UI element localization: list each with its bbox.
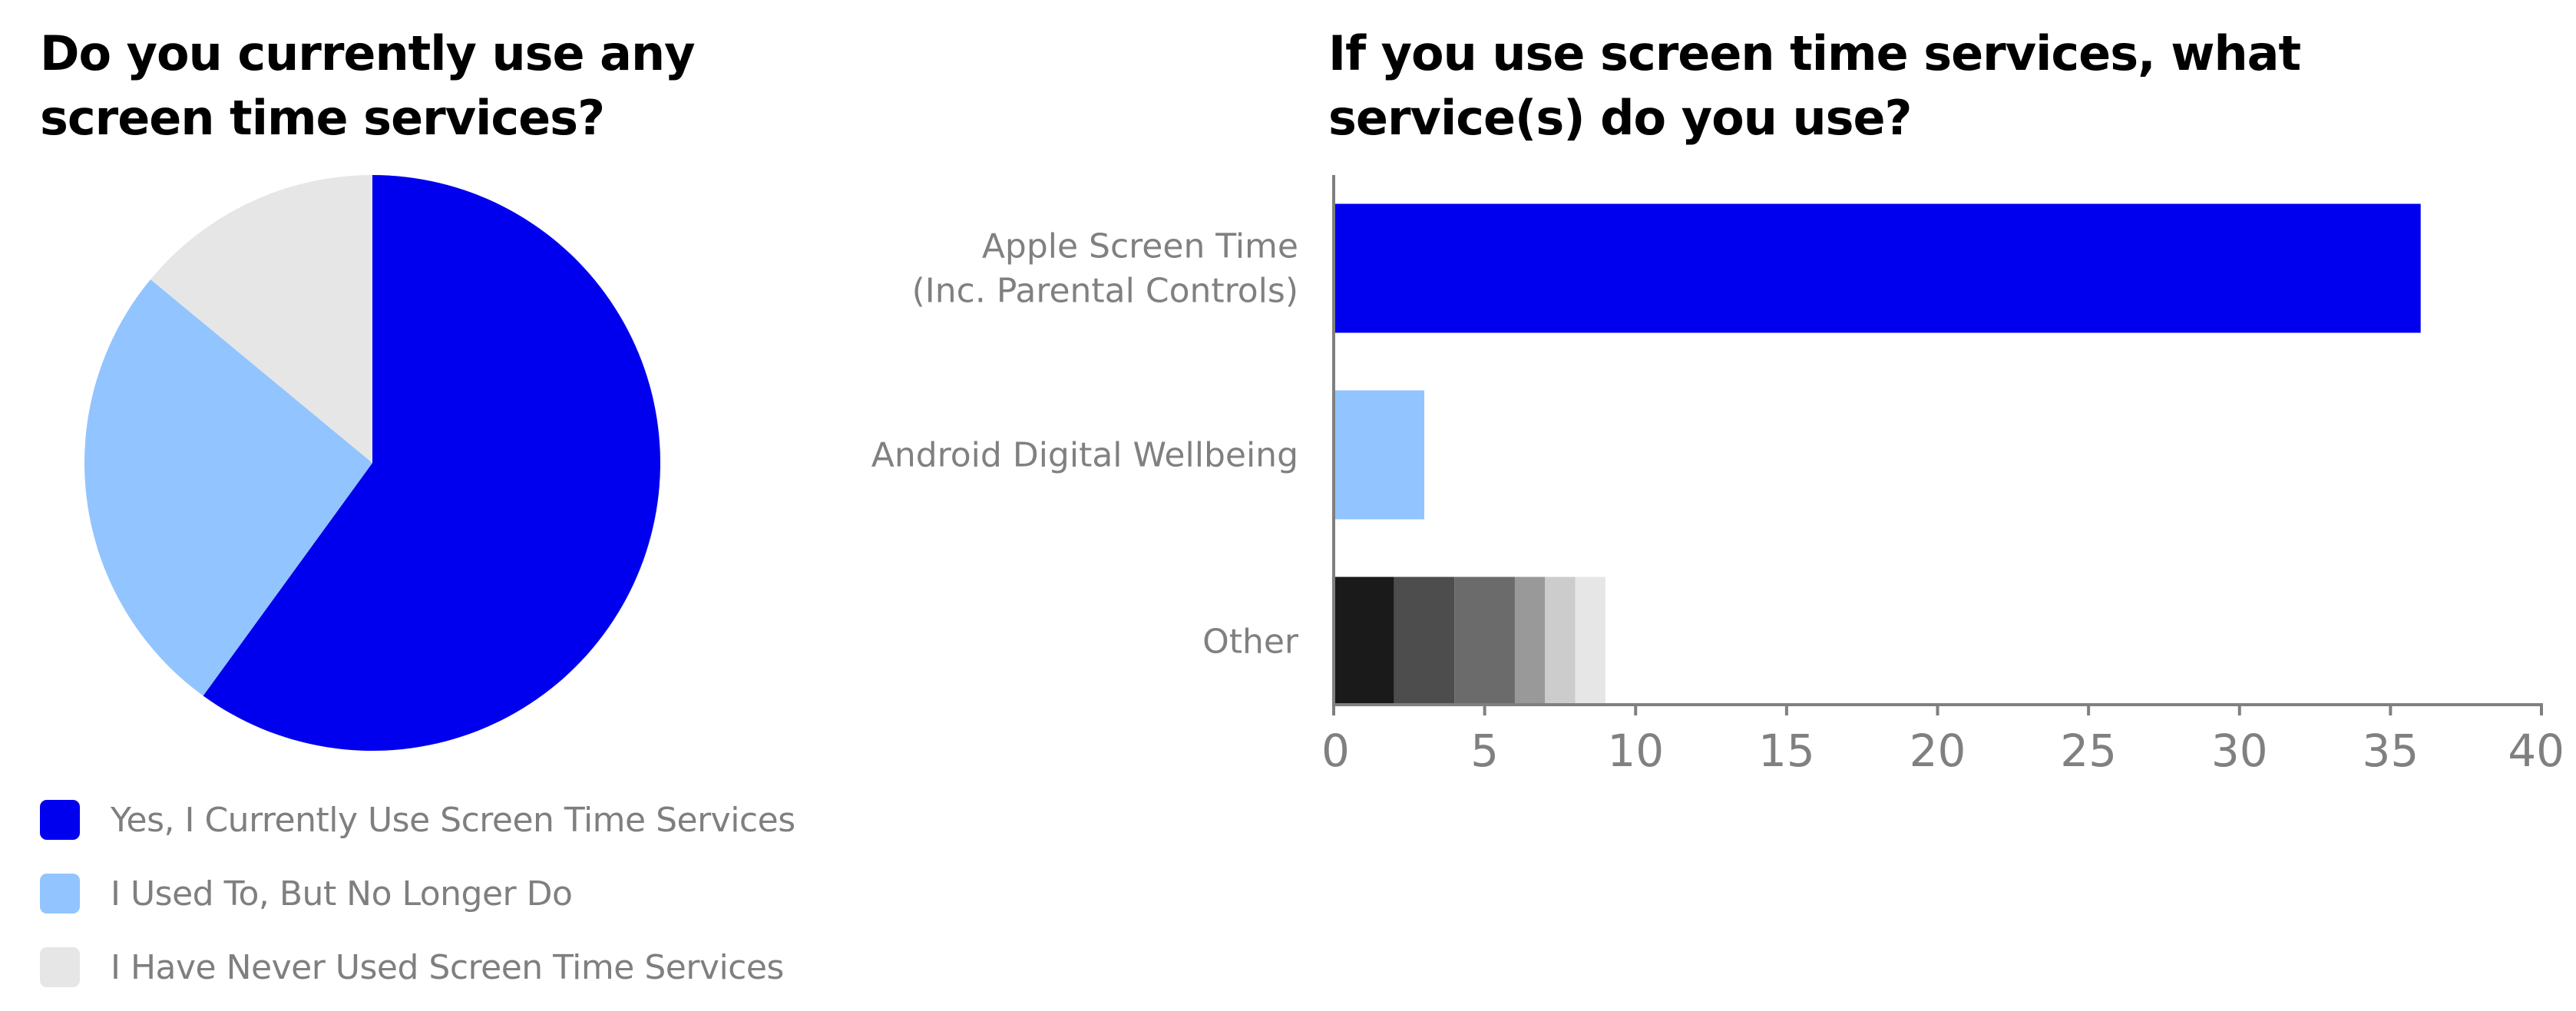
pie-chart (84, 175, 660, 752)
pie-chart-title: Do you currently use any screen time ser… (40, 25, 696, 146)
bar-2-segment-3 (1514, 577, 1546, 706)
bar-chart-title: If you use screen time services, what se… (1328, 25, 2301, 146)
category-label-1-line-0: Android Digital Wellbeing (871, 436, 1298, 475)
bar-2-segment-2 (1454, 577, 1515, 706)
x-tick-label-1: 5 (1470, 725, 1499, 777)
x-tick-label-5: 25 (2060, 725, 2117, 777)
legend-swatch-used-to (40, 874, 80, 914)
pie-slice-0 (203, 175, 660, 752)
x-tick-label-4: 20 (1910, 725, 1966, 777)
x-tick-label-0: 0 (1321, 725, 1350, 777)
pie-legend: Yes, I Currently Use Screen Time Service… (40, 783, 885, 1004)
legend-item-yes: Yes, I Currently Use Screen Time Service… (40, 783, 885, 857)
bar-chart: Apple Screen Time (Inc. Parental Controls… (871, 175, 2564, 777)
legend-label-yes: Yes, I Currently Use Screen Time Service… (111, 800, 795, 840)
category-label-0-line-0: Apple Screen Time (982, 227, 1298, 266)
x-tick-label-6: 30 (2211, 725, 2268, 777)
bar-2-segment-1 (1394, 577, 1455, 706)
bar-0-segment-0 (1334, 203, 2421, 333)
legend-label-used-to: I Used To, But No Longer Do (111, 874, 573, 914)
legend-label-never: I Have Never Used Screen Time Services (111, 947, 784, 987)
bar-2-segment-5 (1575, 577, 1605, 706)
x-tick-label-8: 40 (2508, 725, 2564, 777)
x-tick-label-7: 35 (2362, 725, 2419, 777)
bar-1-segment-0 (1334, 390, 1424, 520)
bar-2-segment-0 (1334, 577, 1394, 706)
legend-item-never: I Have Never Used Screen Time Services (40, 930, 885, 1004)
legend-swatch-never (40, 947, 80, 987)
x-tick-label-3: 15 (1758, 725, 1815, 777)
x-tick-label-2: 10 (1607, 725, 1664, 777)
category-label-0-line-1: (Inc. Parental Controls) (912, 272, 1298, 311)
category-label-2-line-0: Other (1202, 623, 1299, 662)
legend-item-used-to: I Used To, But No Longer Do (40, 857, 885, 930)
bar-2-segment-4 (1545, 577, 1576, 706)
legend-swatch-yes (40, 800, 80, 840)
pie-slice-1 (84, 279, 373, 696)
pie-slice-2 (150, 175, 372, 463)
